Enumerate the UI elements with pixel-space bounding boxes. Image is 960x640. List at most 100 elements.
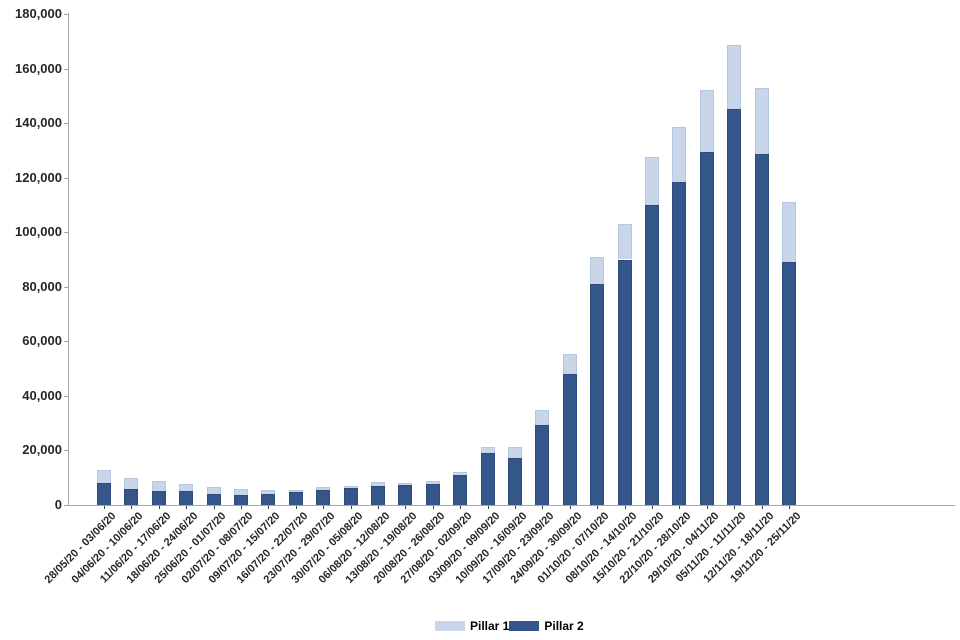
x-axis-tick: [789, 506, 790, 509]
y-axis-label: 60,000: [22, 333, 62, 349]
x-axis-tick: [186, 506, 188, 509]
y-axis-tick: [64, 395, 68, 397]
x-axis-tick: [104, 506, 105, 509]
bar-segment-pillar1: [508, 446, 522, 459]
bar-segment-pillar2: [672, 181, 687, 505]
bar-segment-pillar1: [535, 409, 550, 426]
bar-segment-pillar2: [234, 494, 248, 505]
x-axis-tick: [268, 506, 270, 509]
y-axis-label: 20,000: [22, 442, 62, 458]
x-axis-tick: [405, 506, 407, 509]
bar-segment-pillar1: [617, 224, 632, 260]
y-axis-tick: [64, 177, 68, 179]
bar-segment-pillar1: [754, 87, 769, 155]
bar-segment-pillar2: [179, 491, 194, 505]
bar-segment-pillar2: [535, 425, 550, 505]
bar-segment-pillar1: [562, 354, 577, 375]
y-axis-label: 140,000: [15, 115, 62, 131]
bar-segment-pillar2: [151, 490, 166, 505]
x-axis-tick: [624, 506, 626, 509]
bar-segment-pillar1: [782, 202, 796, 263]
y-axis-tick: [64, 341, 68, 343]
y-axis-tick: [64, 68, 68, 70]
legend-item: Pillar 2: [509, 619, 584, 633]
x-axis-tick: [597, 506, 599, 509]
x-axis-tick: [350, 506, 352, 509]
bar-segment-pillar2: [617, 259, 632, 505]
bar-segment-pillar1: [206, 487, 221, 494]
bar-segment-pillar1: [261, 489, 276, 494]
bar-segment-pillar1: [699, 90, 714, 152]
x-axis-tick: [734, 506, 736, 509]
legend-item: Pillar 1: [435, 620, 509, 632]
x-axis-tick: [569, 506, 571, 509]
bar-segment-pillar2: [343, 488, 358, 505]
bar-segment-pillar2: [398, 485, 413, 505]
bar-segment-pillar1: [590, 256, 605, 285]
y-axis-tick: [64, 123, 68, 125]
bar-segment-pillar2: [508, 458, 522, 505]
bar-segment-pillar2: [590, 284, 605, 505]
x-axis-tick: [432, 506, 434, 509]
bar-segment-pillar1: [124, 478, 139, 489]
bar-segment-pillar1: [727, 45, 742, 110]
legend-label: Pillar 2: [544, 619, 584, 633]
x-axis-tick: [652, 506, 653, 509]
bar-segment-pillar2: [206, 493, 221, 505]
bar-segment-pillar2: [754, 154, 769, 505]
legend: Pillar 1 Pillar 2: [435, 620, 584, 632]
bar-segment-pillar2: [480, 453, 495, 505]
x-axis-tick: [460, 506, 462, 509]
bar-segment-pillar1: [480, 447, 495, 454]
y-axis-label: 100,000: [15, 224, 62, 240]
bar-segment-pillar1: [179, 484, 194, 492]
x-axis-tick: [515, 506, 516, 509]
bar-segment-pillar1: [97, 470, 111, 484]
x-axis-tick: [241, 506, 242, 509]
bar-segment-pillar2: [782, 262, 796, 505]
y-axis-tick: [64, 450, 68, 452]
y-axis-line: [68, 13, 69, 506]
bar-segment-pillar2: [727, 109, 742, 505]
legend-label: Pillar 1: [470, 619, 510, 633]
x-axis-tick: [706, 506, 708, 509]
bar-segment-pillar2: [371, 485, 385, 505]
x-axis-tick: [213, 506, 215, 509]
bar-segment-pillar2: [562, 374, 577, 505]
x-axis-tick: [378, 506, 379, 509]
y-axis-tick: [64, 505, 68, 506]
bar-segment-pillar2: [645, 204, 659, 505]
x-axis-tick: [542, 506, 544, 509]
y-axis-label: 160,000: [15, 60, 62, 76]
y-axis-tick: [64, 232, 68, 234]
bar-segment-pillar2: [124, 488, 139, 505]
y-axis-label: 80,000: [22, 278, 62, 294]
x-axis-tick: [487, 506, 489, 509]
x-axis-tick: [131, 506, 133, 509]
bar-segment-pillar1: [398, 482, 413, 486]
bar-segment-pillar2: [288, 492, 303, 505]
bar-segment-pillar2: [316, 489, 331, 505]
bar-segment-pillar1: [371, 482, 385, 486]
bar-segment-pillar2: [261, 493, 276, 505]
y-axis-label: 0: [54, 497, 62, 512]
bar-segment-pillar1: [234, 489, 248, 495]
bar-segment-pillar1: [425, 480, 440, 484]
x-axis-tick: [323, 506, 325, 509]
bar-segment-pillar1: [453, 471, 468, 475]
y-axis-tick: [64, 286, 68, 288]
legend-swatch: [509, 621, 540, 631]
bar-segment-pillar2: [97, 483, 111, 505]
bar-segment-pillar1: [316, 486, 331, 490]
x-axis-tick: [679, 506, 681, 509]
y-axis-label: 40,000: [22, 387, 62, 403]
legend-swatch: [435, 621, 465, 631]
y-axis-label: 180,000: [15, 6, 62, 21]
bar-segment-pillar1: [672, 127, 687, 182]
bar-segment-pillar1: [151, 481, 166, 491]
x-axis-tick: [158, 506, 160, 509]
bar-segment-pillar2: [699, 151, 714, 505]
x-axis-tick: [295, 506, 297, 509]
bar-segment-pillar1: [645, 157, 659, 205]
